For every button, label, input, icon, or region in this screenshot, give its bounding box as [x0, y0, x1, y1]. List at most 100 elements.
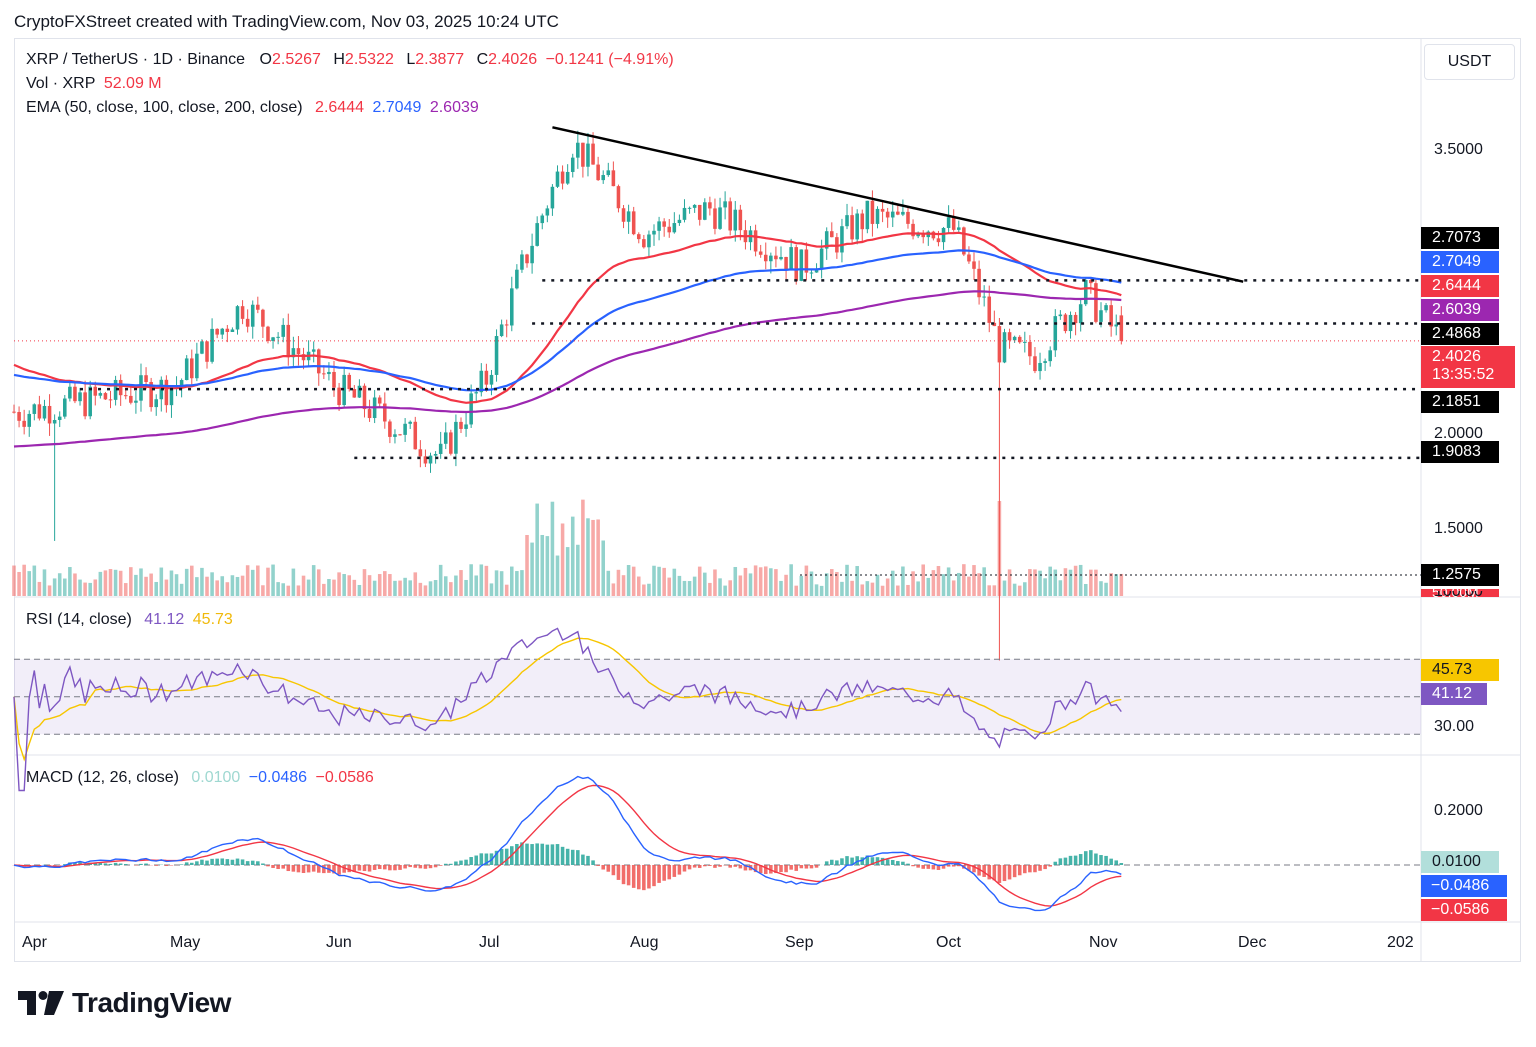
- volume-bar: [977, 573, 981, 596]
- level-tag: 1.9083: [1421, 441, 1499, 463]
- volume-bar: [129, 567, 133, 596]
- candle-body: [1068, 314, 1073, 332]
- macd-histogram-bar: [1099, 855, 1103, 865]
- volume-bar: [885, 578, 890, 596]
- currency-selector[interactable]: USDT: [1424, 44, 1515, 80]
- candle-body: [179, 380, 184, 388]
- candle-body: [692, 204, 697, 208]
- volume-bar: [139, 568, 143, 596]
- rsi-tag: 41.12: [1421, 683, 1487, 705]
- volume-bar: [769, 568, 773, 596]
- candle-body: [494, 336, 499, 375]
- macd-histogram-bar: [652, 865, 656, 887]
- candle-body: [941, 227, 946, 243]
- tradingview-wordmark: TradingView: [72, 987, 231, 1018]
- candle-body: [1017, 336, 1022, 343]
- candle-body: [47, 405, 52, 424]
- candle-body: [911, 223, 915, 237]
- macd-histogram-bar: [794, 865, 799, 871]
- macd-line: [13, 775, 1122, 912]
- macd-histogram-bar: [393, 865, 397, 871]
- volume-bar: [642, 584, 646, 596]
- macd-histogram-bar: [896, 861, 900, 865]
- volume-bar: [596, 519, 600, 596]
- volume-bar: [393, 580, 397, 596]
- chart-credit: CryptoFXStreet created with TradingView.…: [14, 12, 559, 31]
- candle-body: [621, 208, 626, 222]
- volume-bar: [1099, 581, 1103, 596]
- macd-histogram-bar: [956, 865, 961, 867]
- volume-bar: [195, 577, 199, 596]
- macd-histogram-bar: [469, 857, 473, 865]
- macd-histogram-bar: [357, 865, 362, 871]
- candle-body: [347, 374, 352, 390]
- candle-body: [205, 341, 209, 362]
- volume-bar: [200, 567, 204, 596]
- macd-hist-value: 0.0100: [191, 769, 241, 786]
- volume-bar: [316, 569, 321, 596]
- macd-histogram-bar: [418, 865, 423, 869]
- descending-trendline: [552, 126, 1244, 283]
- candle-body: [489, 374, 494, 385]
- volume-bar: [88, 582, 92, 596]
- macd-histogram-bar: [697, 865, 702, 868]
- volume-bar: [438, 564, 443, 596]
- macd-histogram-bar: [784, 865, 788, 873]
- volume-bar: [545, 536, 550, 596]
- candle-body: [865, 200, 870, 230]
- tradingview-logo[interactable]: TradingView: [18, 987, 231, 1019]
- macd-histogram-bar: [631, 865, 636, 888]
- volume-bar: [266, 567, 270, 596]
- macd-histogram-bar: [454, 861, 458, 865]
- candle-body: [794, 247, 799, 281]
- candle-body: [1012, 336, 1017, 341]
- volume-bar: [296, 585, 301, 596]
- candle-body: [256, 304, 260, 310]
- volume-bar: [27, 571, 32, 596]
- candle-body: [657, 221, 661, 231]
- volume-bar: [830, 569, 834, 596]
- volume-bar: [1089, 569, 1093, 596]
- candle-body: [560, 171, 565, 184]
- macd-histogram-bar: [428, 865, 433, 869]
- volume-bar: [1017, 585, 1022, 596]
- candle-body: [510, 288, 514, 326]
- macd-histogram-bar: [901, 861, 905, 865]
- macd-histogram-bar: [479, 853, 484, 865]
- macd-histogram-bar: [388, 865, 392, 871]
- macd-histogram-bar: [946, 865, 951, 867]
- candle-body: [555, 171, 560, 187]
- volume-bar: [956, 572, 961, 596]
- volume-bar: [250, 569, 255, 596]
- candle-body: [1119, 315, 1124, 341]
- candle-body: [296, 348, 301, 355]
- volume-bar: [93, 579, 98, 596]
- candle-body: [398, 434, 402, 436]
- macd-histogram-bar: [941, 865, 946, 869]
- macd-histogram-bar: [799, 865, 804, 869]
- macd-histogram-bar: [545, 844, 550, 865]
- ema50-tag: 2.6444: [1421, 275, 1499, 297]
- macd-histogram-bar: [93, 862, 98, 865]
- volume-bar: [931, 570, 936, 596]
- volume-bar: [403, 577, 407, 596]
- candle-body: [1078, 304, 1083, 324]
- rsi-line: [13, 627, 1122, 792]
- volume-bar: [123, 583, 128, 596]
- macd-histogram-bar: [774, 865, 778, 874]
- currency-label: USDT: [1447, 53, 1492, 70]
- close-label: C: [476, 51, 489, 68]
- macd-histogram-bar: [367, 865, 372, 872]
- candle-body: [12, 411, 16, 413]
- macd-histogram-bar: [1119, 862, 1124, 865]
- x-tick-jun: Jun: [326, 934, 352, 951]
- volume-bar: [591, 519, 595, 596]
- candle-body: [367, 409, 372, 419]
- symbol-name: XRP / TetherUS · 1D · Binance: [26, 51, 246, 68]
- macd-histogram-bar: [636, 865, 641, 890]
- volume-bar: [819, 585, 824, 596]
- price-tick: 100.00: [1434, 591, 1483, 599]
- candle-body: [1083, 279, 1088, 305]
- macd-histogram-bar: [1094, 853, 1098, 865]
